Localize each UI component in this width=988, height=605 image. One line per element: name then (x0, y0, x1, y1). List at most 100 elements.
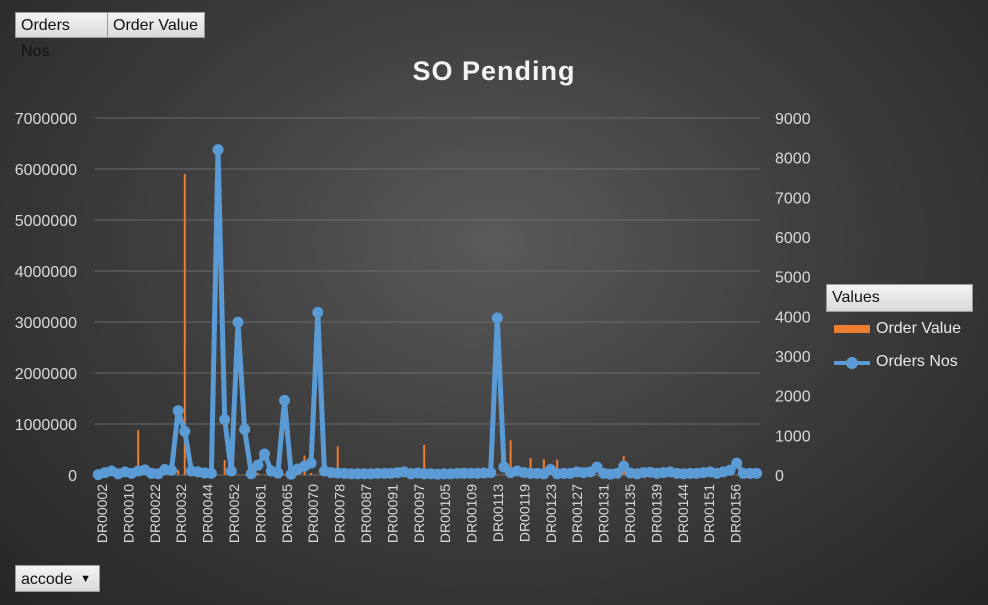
orders-nos-point (239, 423, 251, 435)
legend-header[interactable]: Values (826, 284, 973, 312)
y2-tick-label: 3000 (775, 349, 811, 366)
x-tick-label: DR00105 (437, 484, 453, 543)
y2-tick-label: 2000 (775, 389, 811, 406)
y2-tick-label: 1000 (775, 428, 811, 445)
order-value-swatch-icon (834, 325, 870, 333)
orders-nos-point (259, 448, 271, 460)
order-value-bar (243, 474, 246, 475)
order-value-bar (556, 459, 559, 475)
orders-nos-point (618, 460, 630, 472)
order-value-bar (236, 474, 239, 475)
orders-nos-point (205, 467, 217, 479)
x-tick-label: DR00070 (305, 484, 321, 543)
order-value-bar (423, 444, 426, 475)
order-value-bar (502, 474, 505, 475)
orders-nos-point (225, 465, 237, 477)
order-value-field-button[interactable]: Order Value (107, 12, 205, 38)
y2-tick-label: 4000 (775, 309, 811, 326)
y-tick-label: 0 (68, 468, 77, 485)
orders-nos-point (485, 467, 497, 479)
accode-filter-dropdown[interactable]: accode ▼ (15, 565, 100, 592)
y2-tick-label: 7000 (775, 190, 811, 207)
x-tick-label: DR00123 (543, 484, 559, 543)
order-value-bar (310, 472, 313, 475)
dropdown-arrow-icon: ▼ (80, 573, 91, 585)
x-tick-label: DR00052 (226, 484, 242, 543)
order-value-bars (97, 174, 758, 475)
y-tick-label: 1000000 (15, 417, 77, 434)
y2-axis-ticks: 0 1000 2000 3000 4000 5000 6000 7000 8000 9000 (775, 111, 811, 485)
orders-nos-point (219, 413, 231, 425)
x-tick-label: DR00135 (622, 484, 638, 543)
legend-label-orders-nos: Orders Nos (876, 353, 958, 370)
x-tick-label: DR00131 (596, 484, 612, 543)
x-tick-label: DR00109 (464, 484, 480, 543)
x-axis-ticks: DR00002 DR00010 DR00022 DR00032 DR00044 DR000… (94, 484, 744, 543)
orders-nos-point (252, 459, 264, 471)
y2-tick-label: 6000 (775, 230, 811, 247)
orders-nos-point (731, 457, 743, 469)
x-tick-label: DR00065 (279, 484, 295, 543)
x-tick-label: DR00078 (332, 484, 348, 543)
order-value-bar (256, 472, 259, 475)
legend-item-orders-nos[interactable]: Orders Nos (826, 345, 973, 378)
chart-title: SO Pending (412, 56, 576, 86)
orders-nos-point (212, 144, 224, 156)
order-value-bar (223, 460, 226, 475)
orders-nos-line (92, 144, 763, 481)
legend-item-order-value[interactable]: Order Value (826, 312, 973, 345)
orders-nos-point (751, 467, 763, 479)
x-tick-label: DR00097 (411, 484, 427, 543)
y2-tick-label: 9000 (775, 111, 811, 128)
x-tick-label: DR00032 (173, 484, 189, 543)
legend-label-order-value: Order Value (876, 320, 962, 337)
gridlines (95, 117, 760, 476)
order-value-bar (542, 459, 545, 475)
x-tick-label: DR00156 (728, 484, 744, 543)
order-value-bar (183, 174, 186, 475)
orders-nos-point (305, 457, 317, 469)
y-tick-label: 6000000 (15, 162, 77, 179)
x-tick-label: DR00022 (147, 484, 163, 543)
orders-nos-point (172, 405, 184, 417)
order-value-bar (735, 474, 738, 475)
x-tick-label: DR00061 (252, 484, 268, 543)
x-tick-label: DR00002 (94, 484, 110, 543)
order-value-bar (283, 473, 286, 475)
order-value-bar (529, 458, 532, 475)
accode-filter-label: accode (21, 571, 73, 588)
legend: Values Order Value Orders Nos (826, 284, 973, 378)
x-tick-label: DR00127 (569, 484, 585, 543)
y2-tick-label: 8000 (775, 151, 811, 168)
order-value-bar (296, 474, 299, 475)
order-value-bar (177, 469, 180, 475)
x-tick-label: DR00091 (384, 484, 400, 543)
y2-tick-label: 5000 (775, 270, 811, 287)
orders-nos-point (179, 425, 191, 437)
orders-nos-point (611, 467, 623, 479)
x-tick-label: DR00044 (200, 484, 216, 543)
y-tick-label: 3000000 (15, 315, 77, 332)
orders-nos-point (279, 394, 291, 406)
y-tick-label: 7000000 (15, 111, 77, 128)
orders-nos-point (245, 468, 257, 480)
x-tick-label: DR00144 (675, 484, 691, 543)
orders-nos-series-line (97, 147, 757, 477)
order-value-bar (496, 474, 499, 475)
order-value-bar (263, 474, 266, 475)
orders-nos-field-button[interactable]: Orders Nos (15, 12, 108, 60)
y-axis-ticks: 0 1000000 2000000 3000000 4000000 5000000 6000… (15, 111, 77, 485)
order-value-bar (336, 446, 339, 475)
orders-nos-point (724, 464, 736, 476)
orders-nos-point (272, 467, 284, 479)
y-tick-label: 4000000 (15, 264, 77, 281)
orders-nos-point (165, 464, 177, 476)
orders-nos-marker-icon (846, 357, 858, 369)
order-value-bar (137, 430, 140, 475)
x-tick-label: DR00010 (120, 484, 136, 543)
order-value-bar (596, 474, 599, 475)
y-tick-label: 5000000 (15, 213, 77, 230)
order-value-bar (316, 474, 319, 475)
x-tick-label: DR00113 (490, 484, 506, 542)
